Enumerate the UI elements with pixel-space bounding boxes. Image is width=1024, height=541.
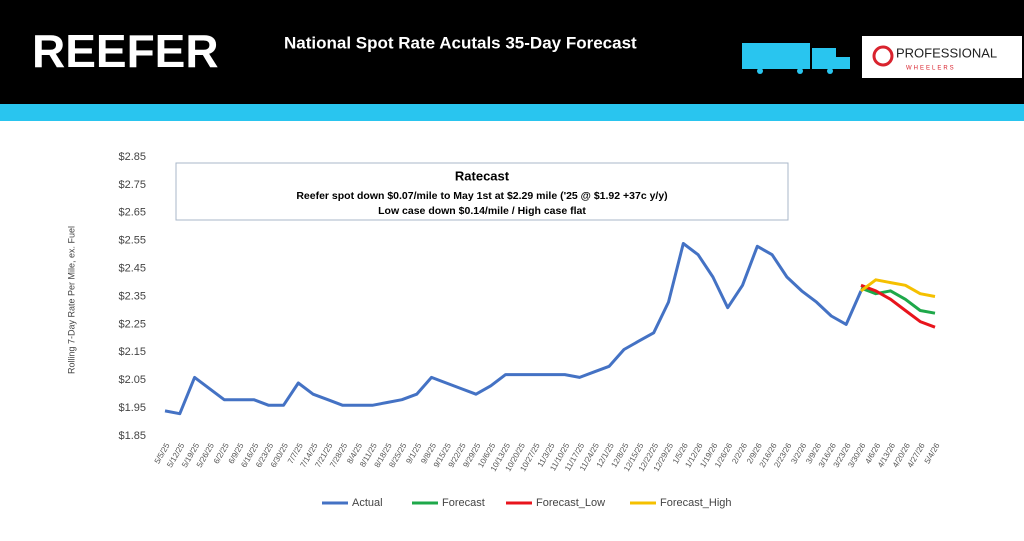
series-line	[860, 286, 936, 315]
annotation-line: Low case down $0.14/mile / High case fla…	[378, 205, 586, 217]
y-tick-label: $2.55	[118, 235, 146, 247]
y-tick-label: $2.45	[118, 263, 146, 275]
y-tick-label: $2.05	[118, 374, 146, 386]
annotation-line: Reefer spot down $0.07/mile to May 1st a…	[296, 190, 667, 202]
legend-label: Forecast	[442, 497, 485, 509]
series-line	[860, 278, 936, 298]
legend-label: Forecast_High	[660, 497, 732, 509]
y-tick-label: $2.25	[118, 318, 146, 330]
headline: National Spot Rate Acutals 35-Day Foreca…	[284, 33, 637, 52]
series-line	[164, 242, 863, 416]
y-tick-label: $1.85	[118, 430, 146, 442]
y-tick-label: $2.15	[118, 346, 146, 358]
series-line	[860, 283, 936, 329]
y-tick-label: $2.85	[118, 151, 146, 163]
logo-box	[862, 36, 1022, 78]
y-axis-label: Rolling 7-Day Rate Per Mile, ex. Fuel	[66, 226, 76, 374]
y-tick-label: $1.95	[118, 402, 146, 414]
y-tick-label: $2.35	[118, 290, 146, 302]
y-tick-label: $2.75	[118, 179, 146, 191]
logo-sub: WHEELERS	[906, 66, 956, 72]
legend-label: Forecast_Low	[536, 497, 605, 509]
annotation-title: Ratecast	[455, 168, 510, 183]
truck-icon	[742, 43, 850, 74]
y-tick-label: $2.65	[118, 207, 146, 219]
legend-label: Actual	[352, 497, 383, 509]
logo-mark	[872, 45, 894, 67]
accent-band	[0, 104, 1024, 121]
brand: REEFER	[32, 25, 219, 77]
header-bar	[0, 0, 1024, 104]
logo-name: PROFESSIONAL	[896, 45, 997, 60]
annotation-box	[175, 162, 789, 221]
